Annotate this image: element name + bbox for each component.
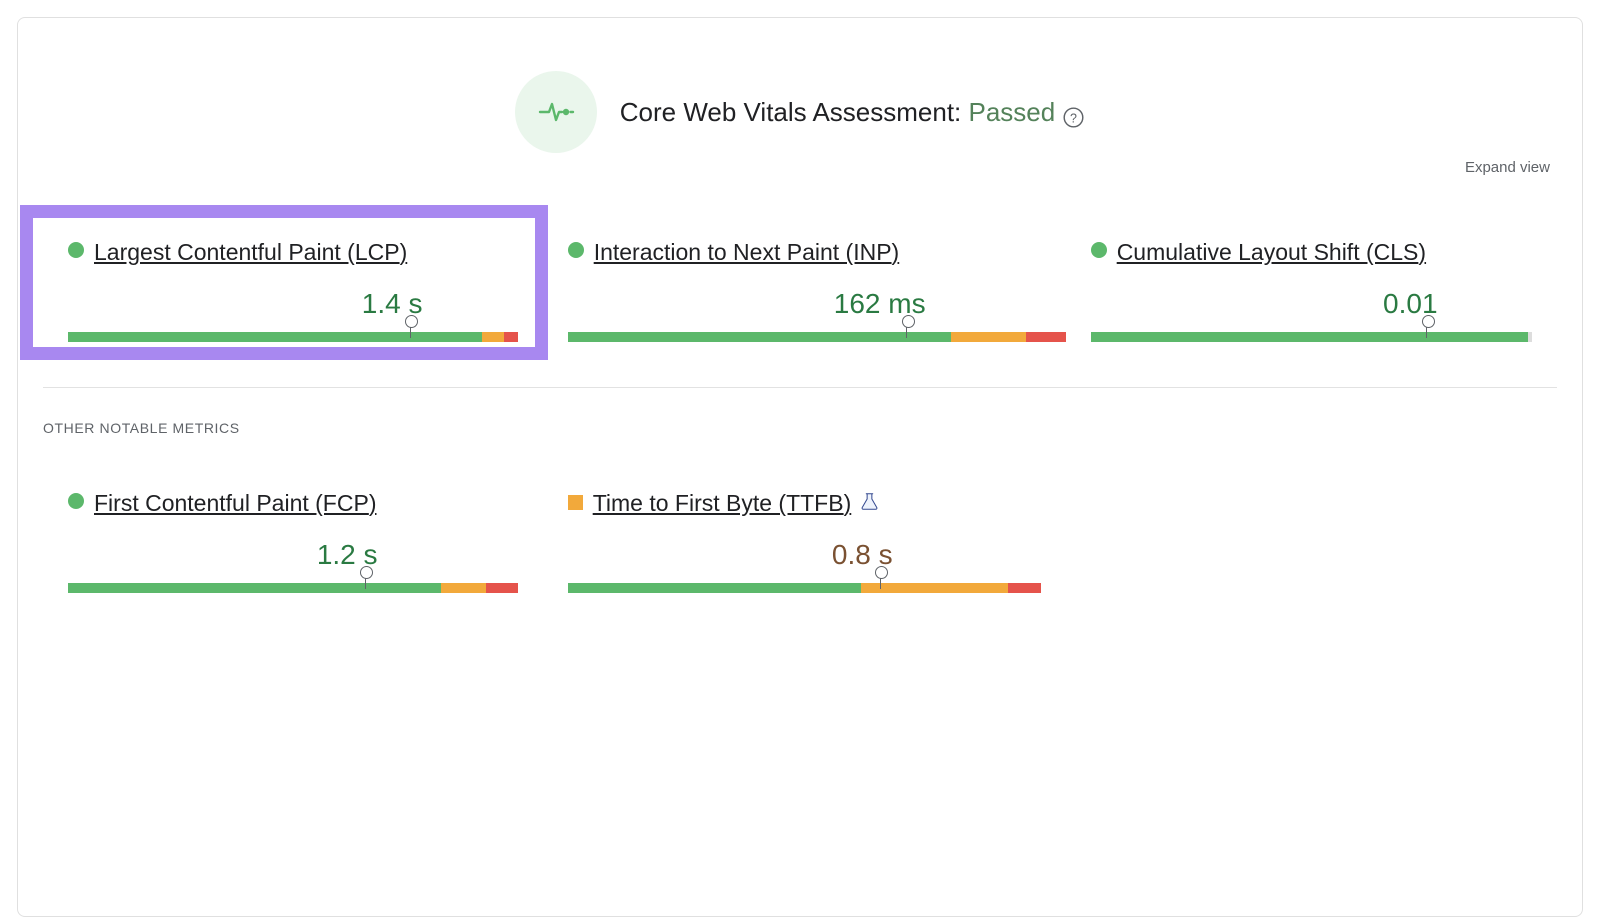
svg-text:?: ?: [1070, 111, 1077, 125]
